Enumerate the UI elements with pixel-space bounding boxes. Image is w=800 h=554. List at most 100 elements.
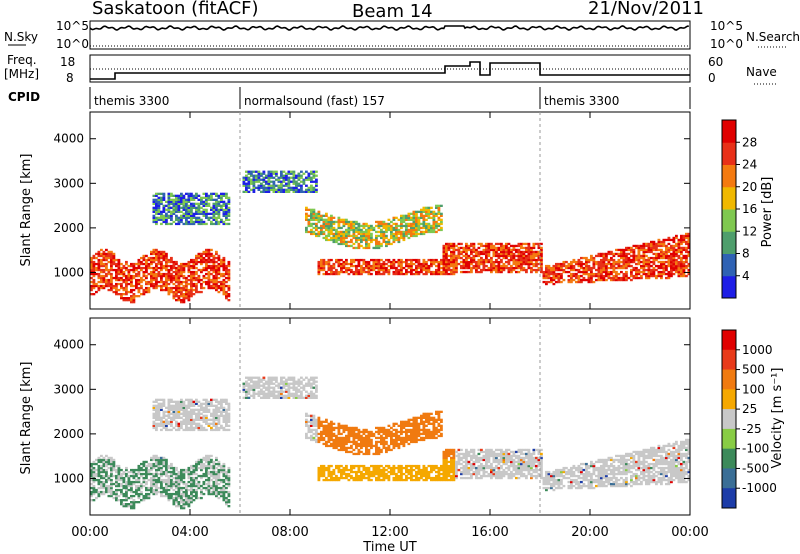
velocity-cell (225, 474, 228, 478)
power-cell (682, 256, 686, 260)
power-cell (352, 222, 356, 226)
velocity-cell (227, 494, 231, 498)
power-cell (215, 284, 218, 288)
power-cell (162, 258, 166, 262)
velocity-cell (157, 480, 161, 484)
power-cell (385, 228, 388, 232)
velocity-cell (207, 488, 211, 492)
power-cell (515, 258, 518, 262)
power-cell (435, 272, 438, 276)
power-heatmap-cells (90, 170, 691, 304)
power-cell (332, 240, 336, 244)
power-cell (682, 260, 686, 264)
velocity-cell (277, 386, 281, 389)
velocity-cell (200, 474, 203, 478)
power-cell (225, 268, 228, 272)
power-cell (95, 262, 98, 266)
power-cell (527, 244, 531, 248)
velocity-cell (270, 378, 273, 381)
velocity-cell (132, 472, 136, 476)
power-cell (190, 258, 193, 262)
power-cell (295, 182, 298, 185)
power-cell (467, 246, 471, 250)
velocity-cell (162, 462, 166, 466)
power-cell (420, 264, 423, 268)
velocity-cell (175, 468, 178, 472)
velocity-cell (102, 464, 106, 468)
power-cell (307, 188, 311, 191)
power-cell (247, 190, 251, 193)
velocity-cell (137, 484, 141, 488)
velocity-cell (300, 394, 303, 397)
power-cell (180, 198, 183, 201)
power-cell (447, 272, 451, 276)
power-cell (597, 264, 601, 268)
velocity-cell (220, 404, 223, 407)
velocity-cell (305, 418, 308, 421)
power-cell (397, 236, 401, 240)
power-cell (357, 262, 361, 266)
power-cell (297, 176, 301, 179)
power-cell (417, 220, 421, 224)
power-cell (215, 206, 218, 209)
velocity-cell (145, 466, 148, 470)
velocity-cell (180, 468, 183, 472)
power-cell (190, 272, 193, 276)
velocity-cell (167, 428, 171, 432)
power-cell (382, 266, 386, 270)
velocity-cell (137, 478, 141, 482)
power-cell (147, 280, 151, 284)
power-cell (445, 244, 448, 248)
power-cell (280, 186, 283, 189)
power-cell (320, 264, 323, 268)
power-cell (137, 282, 141, 286)
power-cell (337, 238, 341, 242)
power-cell (617, 262, 621, 266)
power-cell (450, 270, 453, 274)
power-cell (215, 278, 218, 282)
power-cell (490, 244, 493, 248)
power-cell (167, 258, 171, 262)
power-cell (445, 268, 448, 272)
velocity-cell (175, 422, 178, 425)
power-cell (530, 268, 533, 272)
power-cell (180, 301, 183, 304)
velocity-cell (202, 420, 206, 423)
velocity-cell (225, 422, 228, 425)
velocity-cell (302, 396, 306, 399)
power-cell (367, 260, 371, 264)
velocity-cell (267, 382, 271, 385)
power-cell (592, 256, 596, 260)
power-cell (675, 254, 678, 258)
power-cell (600, 266, 603, 270)
power-cell (315, 180, 318, 183)
power-cell (190, 212, 193, 215)
power-cell (227, 284, 231, 288)
power-cell (207, 284, 211, 288)
power-cell (95, 252, 98, 256)
power-cell (95, 272, 98, 276)
power-cell (222, 200, 226, 203)
power-cell (92, 282, 96, 286)
power-cell (525, 254, 528, 258)
velocity-cell (297, 388, 301, 391)
power-cell (362, 224, 366, 228)
velocity-cell (177, 478, 181, 482)
power-cell (617, 258, 621, 262)
power-cell (185, 286, 188, 290)
velocity-cell (315, 430, 318, 434)
power-cell (615, 270, 618, 274)
power-cell (262, 180, 266, 183)
power-cell (480, 270, 483, 274)
power-cell (362, 222, 366, 226)
power-cell (410, 262, 413, 266)
power-cell (385, 270, 388, 274)
power-cell (490, 258, 493, 262)
power-cell (150, 252, 153, 256)
power-cell (585, 270, 588, 274)
velocity-cell (97, 486, 101, 490)
power-cell (485, 256, 488, 260)
power-cell (177, 266, 181, 270)
velocity-cell (160, 468, 163, 472)
nsky-tick-top: 10^5 (56, 19, 89, 33)
